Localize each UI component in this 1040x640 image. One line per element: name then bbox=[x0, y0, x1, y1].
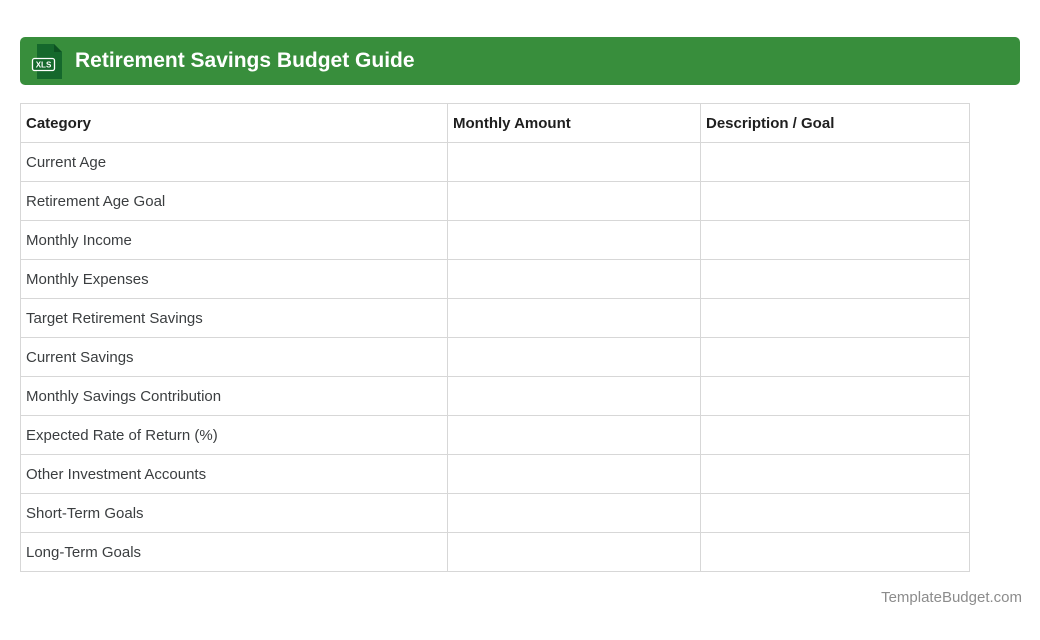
monthly-amount-cell bbox=[447, 376, 701, 416]
column-header-category: Category bbox=[20, 103, 448, 143]
description-goal-cell bbox=[700, 376, 970, 416]
table-row: Expected Rate of Return (%) bbox=[20, 415, 970, 455]
table-row: Short-Term Goals bbox=[20, 493, 970, 533]
category-cell: Monthly Income bbox=[20, 220, 448, 260]
category-cell: Other Investment Accounts bbox=[20, 454, 448, 494]
category-cell: Retirement Age Goal bbox=[20, 181, 448, 221]
description-goal-cell bbox=[700, 298, 970, 338]
xls-badge bbox=[31, 57, 56, 71]
description-goal-cell bbox=[700, 415, 970, 455]
header-banner: XLS Retirement Savings Budget Guide bbox=[20, 37, 1020, 85]
table-row: Monthly Income bbox=[20, 220, 970, 260]
xls-file-fold bbox=[54, 43, 62, 52]
table-header-row: Category Monthly Amount Description / Go… bbox=[20, 103, 970, 143]
monthly-amount-cell bbox=[447, 337, 701, 377]
description-goal-cell bbox=[700, 142, 970, 182]
table-row: Current Savings bbox=[20, 337, 970, 377]
monthly-amount-cell bbox=[447, 298, 701, 338]
xls-file-icon: XLS bbox=[31, 43, 62, 79]
monthly-amount-cell bbox=[447, 142, 701, 182]
table-row: Current Age bbox=[20, 142, 970, 182]
table-row: Target Retirement Savings bbox=[20, 298, 970, 338]
category-cell: Monthly Savings Contribution bbox=[20, 376, 448, 416]
monthly-amount-cell bbox=[447, 532, 701, 572]
column-header-monthly-amount: Monthly Amount bbox=[447, 103, 701, 143]
category-cell: Target Retirement Savings bbox=[20, 298, 448, 338]
table-row: Monthly Expenses bbox=[20, 259, 970, 299]
description-goal-cell bbox=[700, 454, 970, 494]
monthly-amount-cell bbox=[447, 259, 701, 299]
monthly-amount-cell bbox=[447, 220, 701, 260]
monthly-amount-cell bbox=[447, 415, 701, 455]
table-row: Long-Term Goals bbox=[20, 532, 970, 572]
description-goal-cell bbox=[700, 337, 970, 377]
xls-badge-label: XLS bbox=[36, 60, 52, 69]
budget-table: Category Monthly Amount Description / Go… bbox=[20, 103, 970, 572]
category-cell: Long-Term Goals bbox=[20, 532, 448, 572]
category-cell: Current Savings bbox=[20, 337, 448, 377]
table-row: Retirement Age Goal bbox=[20, 181, 970, 221]
category-cell: Expected Rate of Return (%) bbox=[20, 415, 448, 455]
table-row: Monthly Savings Contribution bbox=[20, 376, 970, 416]
category-cell: Short-Term Goals bbox=[20, 493, 448, 533]
monthly-amount-cell bbox=[447, 493, 701, 533]
monthly-amount-cell bbox=[447, 181, 701, 221]
category-cell: Current Age bbox=[20, 142, 448, 182]
footer-watermark: TemplateBudget.com bbox=[881, 589, 1022, 606]
column-header-description-goal: Description / Goal bbox=[700, 103, 970, 143]
page-title: Retirement Savings Budget Guide bbox=[75, 49, 415, 72]
table-row: Other Investment Accounts bbox=[20, 454, 970, 494]
description-goal-cell bbox=[700, 181, 970, 221]
description-goal-cell bbox=[700, 493, 970, 533]
category-cell: Monthly Expenses bbox=[20, 259, 448, 299]
description-goal-cell bbox=[700, 259, 970, 299]
description-goal-cell bbox=[700, 532, 970, 572]
description-goal-cell bbox=[700, 220, 970, 260]
monthly-amount-cell bbox=[447, 454, 701, 494]
